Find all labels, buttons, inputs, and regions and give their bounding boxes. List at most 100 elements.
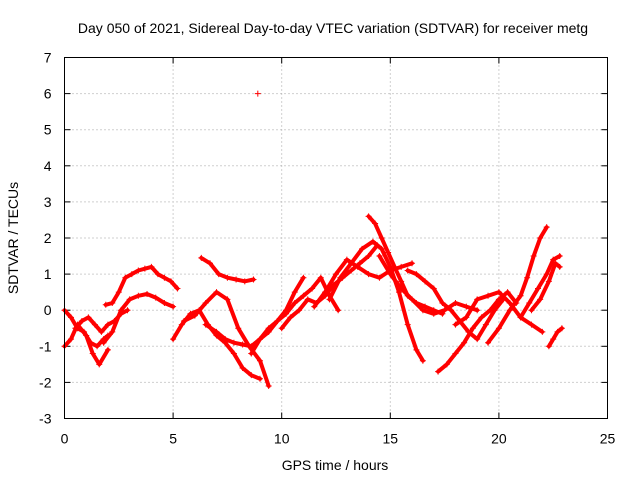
data-point bbox=[539, 328, 546, 335]
data-point bbox=[526, 299, 533, 306]
data-point bbox=[248, 350, 255, 357]
data-point bbox=[452, 350, 459, 357]
data-point bbox=[545, 343, 552, 350]
x-tick-label: 15 bbox=[383, 431, 399, 447]
data-point bbox=[102, 301, 109, 308]
data-point bbox=[337, 274, 344, 281]
data-point bbox=[241, 278, 248, 285]
data-point bbox=[265, 383, 272, 390]
data-point bbox=[291, 289, 298, 296]
data-point bbox=[335, 307, 342, 314]
data-point bbox=[235, 325, 242, 332]
series-line bbox=[546, 326, 564, 349]
data-point bbox=[422, 303, 429, 310]
data-point bbox=[474, 296, 481, 303]
series-arc-19 bbox=[485, 224, 550, 346]
outlier-point bbox=[254, 90, 261, 97]
data-point bbox=[126, 296, 133, 303]
x-tick-label: 25 bbox=[600, 431, 616, 447]
data-point bbox=[207, 260, 214, 267]
data-point bbox=[439, 299, 446, 306]
data-point bbox=[91, 321, 98, 328]
x-axis-label: GPS time / hours bbox=[282, 457, 389, 473]
data-point bbox=[524, 274, 531, 281]
data-point bbox=[265, 325, 272, 332]
data-point bbox=[202, 321, 209, 328]
data-point bbox=[239, 364, 246, 371]
data-point bbox=[224, 296, 231, 303]
data-point bbox=[430, 285, 437, 292]
data-point bbox=[174, 285, 181, 292]
data-point bbox=[135, 267, 142, 274]
data-point bbox=[274, 318, 281, 325]
chart-title: Day 050 of 2021, Sidereal Day-to-day VTE… bbox=[78, 20, 588, 36]
data-point bbox=[317, 274, 324, 281]
data-point bbox=[391, 263, 398, 270]
data-point bbox=[115, 289, 122, 296]
data-point bbox=[372, 220, 379, 227]
series-arc-20 bbox=[517, 253, 563, 321]
data-point bbox=[309, 285, 316, 292]
data-point bbox=[224, 274, 231, 281]
data-point bbox=[452, 299, 459, 306]
data-point bbox=[365, 213, 372, 220]
data-point bbox=[517, 292, 524, 299]
data-point bbox=[474, 307, 481, 314]
data-point bbox=[365, 271, 372, 278]
series-line bbox=[327, 239, 425, 363]
data-point bbox=[435, 368, 442, 375]
series-arc-4 bbox=[100, 290, 177, 346]
data-point bbox=[409, 260, 416, 267]
series-line bbox=[436, 290, 519, 374]
data-point bbox=[441, 307, 448, 314]
data-point bbox=[348, 260, 355, 267]
data-point bbox=[556, 263, 563, 270]
data-point bbox=[348, 267, 355, 274]
x-tick-label: 0 bbox=[61, 431, 69, 447]
data-point bbox=[94, 343, 101, 350]
data-point bbox=[463, 314, 470, 321]
data-point bbox=[141, 265, 148, 272]
data-point bbox=[430, 310, 437, 317]
series-arc-13 bbox=[326, 238, 426, 364]
y-tick-label: 3 bbox=[44, 194, 52, 210]
data-point bbox=[239, 341, 246, 348]
data-point bbox=[495, 325, 502, 332]
series-line bbox=[529, 261, 562, 313]
data-point bbox=[124, 307, 131, 314]
y-tick-label: 4 bbox=[44, 158, 52, 174]
data-point bbox=[387, 271, 394, 278]
series-line bbox=[486, 225, 549, 345]
x-tick-label: 10 bbox=[274, 431, 290, 447]
data-point bbox=[354, 263, 361, 270]
data-point bbox=[398, 285, 405, 292]
data-point bbox=[487, 307, 494, 314]
data-point bbox=[198, 254, 205, 261]
y-tick-label: 6 bbox=[44, 86, 52, 102]
data-point bbox=[478, 314, 485, 321]
data-point bbox=[369, 238, 376, 245]
data-point bbox=[222, 336, 229, 343]
data-point bbox=[144, 290, 151, 297]
data-point bbox=[85, 314, 92, 321]
data-point bbox=[443, 361, 450, 368]
data-point bbox=[343, 256, 350, 263]
series-arc-21 bbox=[528, 260, 563, 314]
data-point bbox=[78, 318, 85, 325]
data-point bbox=[333, 271, 339, 278]
data-point bbox=[326, 296, 333, 303]
data-point bbox=[409, 296, 416, 303]
grid bbox=[64, 57, 608, 419]
data-point bbox=[359, 245, 366, 252]
data-point bbox=[419, 357, 426, 364]
data-point bbox=[413, 346, 420, 353]
data-point bbox=[552, 260, 559, 267]
data-point bbox=[178, 321, 185, 328]
x-tick-label: 5 bbox=[169, 431, 177, 447]
data-point bbox=[322, 289, 329, 296]
data-point bbox=[215, 271, 222, 278]
data-point bbox=[485, 292, 492, 299]
data-point bbox=[543, 271, 550, 278]
data-point bbox=[230, 339, 237, 346]
